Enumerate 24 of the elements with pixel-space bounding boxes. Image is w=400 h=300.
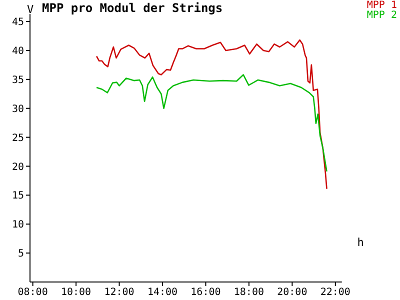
x-tick-label: 18:00: [234, 287, 264, 298]
line-series: [96, 39, 328, 190]
chart-title: MPP pro Modul der Strings: [42, 1, 223, 15]
text: MPP 1: [366, 0, 397, 11]
y-tick-label: 5: [18, 248, 24, 260]
y-tick-label: 25: [12, 132, 24, 144]
y-axis-title: V: [27, 2, 34, 16]
x-tick-label: 10:00: [60, 287, 92, 298]
y-tick-label: 45: [12, 17, 24, 28]
x-tick-label: 12:00: [104, 287, 134, 298]
x-tick-label: 14:00: [147, 287, 178, 298]
y-tick-label: 30: [12, 104, 24, 115]
x-axis-title: h: [357, 236, 364, 249]
y-tick-label: 40: [12, 46, 24, 58]
y-tick-label: 10: [12, 220, 24, 231]
x-tick-label: 16:00: [190, 287, 221, 298]
line-series: [96, 74, 328, 172]
y-tick-label: 20: [12, 162, 24, 173]
x-tick-label: 20:00: [277, 287, 308, 298]
x-tick-label: 22:00: [320, 287, 350, 298]
x-tick-label: 08:00: [18, 287, 48, 298]
text: MPP 2: [366, 10, 397, 21]
y-tick-label: 35: [12, 74, 24, 86]
y-tick-label: 15: [12, 190, 24, 202]
